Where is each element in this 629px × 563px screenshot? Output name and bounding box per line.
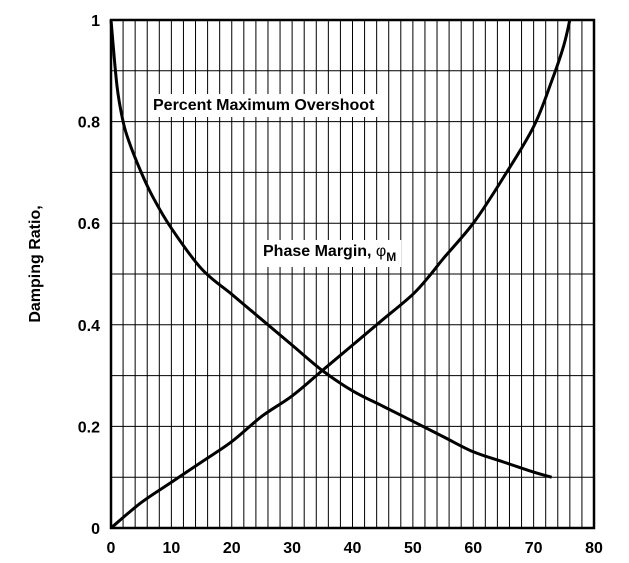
x-tick-label: 70 [525,540,543,557]
phi-subscript: M [386,250,396,264]
y-tick-label: 0.6 [78,216,100,233]
x-tick-label: 40 [344,540,362,557]
series-line-percent-maximum-overshoot [109,19,553,479]
x-tick-label: 50 [404,540,422,557]
y-tick-label: 0.8 [78,115,100,132]
x-tick-label: 20 [223,540,241,557]
plot-frame [109,18,596,530]
series-label-percent-maximum-overshoot: Percent Maximum Overshoot [153,97,375,114]
x-tick-label: 80 [585,540,603,557]
series-line-phase-margin [110,19,572,530]
series-label-background [148,94,381,117]
x-tick-label: 10 [162,540,180,557]
x-tick-label: 0 [107,540,116,557]
y-axis-label: Damping Ratio, [27,205,44,322]
series-layer [109,19,572,530]
x-tick-label: 30 [283,540,301,557]
phase-margin-text: Phase Margin, [263,243,376,260]
y-tick-labels: 0 0.2 0.4 0.6 0.8 1 [78,13,100,538]
series-label-background [258,240,402,267]
y-tick-label: 0.4 [78,318,100,335]
phi-symbol: φ [376,243,386,260]
x-tick-labels: 0 10 20 30 40 50 60 70 80 [107,540,603,557]
y-tick-label: 0.2 [78,419,100,436]
x-tick-label: 60 [464,540,482,557]
y-tick-label: 0 [91,521,100,538]
series-label-phase-margin: Phase Margin, φM [263,243,396,264]
y-tick-label: 1 [91,13,100,30]
